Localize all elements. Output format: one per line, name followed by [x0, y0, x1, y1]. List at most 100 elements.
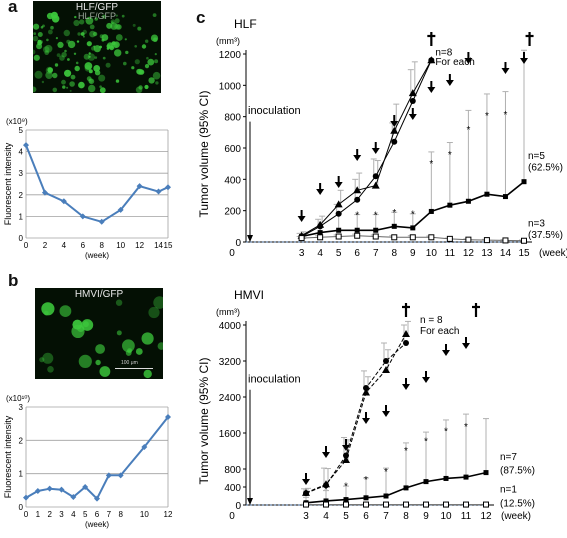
data-point	[105, 472, 112, 479]
gfp-cell-cluster	[85, 16, 94, 25]
y-tick-label: 1200	[219, 50, 242, 61]
x-tick-label: 8	[403, 511, 409, 522]
x-tick-label: 10	[140, 510, 149, 519]
x-tick-label: 8	[118, 510, 123, 519]
y-tick-label: 4000	[219, 321, 242, 332]
gfp-cell-cluster	[153, 296, 163, 309]
gfp-cell-cluster	[74, 65, 80, 72]
x-tick-label: 3	[299, 248, 305, 259]
gfp-cell-cluster	[40, 26, 44, 29]
gfp-cell-cluster	[114, 49, 122, 57]
gfp-cell-cluster	[102, 56, 106, 60]
y-axis-label: Tumor volume (95% CI)	[197, 358, 211, 485]
significance-star: *	[374, 211, 378, 222]
significance-star: *	[504, 110, 508, 121]
open-square-marker	[363, 501, 369, 508]
treatment-arrowhead	[422, 377, 430, 383]
gfp-cell-cluster	[136, 68, 143, 75]
gfp-cell-cluster	[86, 41, 92, 47]
significance-star: *	[424, 436, 428, 447]
gfp-cell-cluster	[74, 15, 77, 19]
gfp-cell-cluster	[115, 299, 123, 306]
gfp-cell-cluster	[116, 330, 122, 336]
square-marker	[484, 191, 490, 197]
circle-marker	[317, 223, 324, 230]
y-tick-label: 1000	[219, 81, 242, 92]
gfp-cell-cluster	[55, 37, 58, 40]
open-square-marker	[391, 234, 398, 241]
gfp-cell-cluster	[147, 58, 155, 66]
x-tick-label: 6	[363, 511, 369, 522]
circle-marker	[383, 358, 389, 364]
y-tick-label: 3	[19, 169, 24, 178]
significance-star: *	[355, 211, 359, 222]
significance-star: *	[448, 150, 452, 161]
x-tick-label: 0	[24, 241, 29, 250]
x-tick-label: 12	[135, 241, 144, 250]
gfp-cell-cluster	[150, 34, 159, 42]
x-tick-label: 13	[481, 248, 493, 259]
treatment-arrowhead	[302, 479, 310, 485]
significance-star: *	[324, 485, 328, 496]
open-square-marker	[483, 501, 489, 508]
gfp-cell-cluster	[141, 332, 154, 345]
gfp-cell-cluster	[99, 366, 111, 377]
open-square-marker	[428, 234, 435, 241]
square-marker	[428, 208, 434, 214]
triangle-marker	[353, 186, 362, 194]
y-multiplier-label: (x10¹⁰)	[6, 395, 30, 403]
significance-star: *	[344, 481, 348, 492]
gfp-cell-cluster	[93, 45, 101, 53]
x-tick-label: 8	[391, 248, 397, 259]
gfp-cell-cluster	[94, 70, 101, 76]
circle-marker	[409, 98, 416, 104]
gfp-cell-cluster	[48, 29, 53, 35]
hmvi-gfp-micrograph: HMVI/GFP 100 μm	[35, 288, 163, 379]
gfp-cell-cluster	[47, 366, 54, 373]
x-tick-label: 15	[164, 241, 173, 250]
gfp-cell-cluster	[62, 85, 66, 89]
square-marker	[391, 223, 397, 229]
gfp-cell-cluster	[33, 23, 40, 30]
gfp-cell-cluster	[98, 74, 106, 82]
gfp-cell-cluster	[115, 79, 120, 83]
square-marker	[363, 495, 369, 501]
gfp-cell-cluster	[146, 56, 149, 60]
gfp-cell-cluster	[83, 53, 90, 60]
gfp-cell-cluster	[44, 50, 49, 55]
gfp-cell-cluster	[34, 70, 43, 79]
gfp-cell-cluster	[125, 350, 132, 356]
gfp-cell-cluster	[33, 32, 37, 35]
circle-marker	[372, 173, 379, 180]
treatment-arrowhead	[408, 114, 417, 120]
annotation: (62.5%)	[528, 163, 563, 174]
gfp-cell-cluster	[148, 77, 155, 84]
gfp-cell-cluster	[33, 35, 39, 42]
gfp-cell-cluster	[88, 52, 91, 55]
gfp-cell-cluster	[110, 22, 118, 30]
gfp-cell-cluster	[95, 344, 105, 354]
x-tick-label: 8	[100, 241, 105, 250]
data-point	[155, 188, 162, 195]
gfp-cell-cluster	[95, 359, 101, 366]
series-line	[25, 144, 169, 223]
scale-bar-label: 100 μm	[121, 360, 138, 366]
y-axis-label: Tumor volume (95% CI)	[197, 91, 211, 218]
gfp-cell-cluster	[79, 19, 85, 25]
y-multiplier-label: (x10⁹)	[6, 118, 28, 126]
gfp-cell-cluster	[84, 62, 93, 70]
gfp-cell-cluster	[88, 78, 93, 83]
treatment-arrowhead	[462, 343, 470, 349]
circle-marker	[363, 385, 369, 391]
x-tick-label: 6	[354, 248, 360, 259]
gfp-cell-cluster	[66, 86, 69, 89]
annotation: n=1	[500, 484, 517, 495]
chart-c-hmvi-tumor-volume: HMVI (mm³) Tumor volume (95% CI) 0 400 800 160…	[197, 288, 535, 522]
inoculation-label: inoculation	[248, 105, 301, 117]
x-tick-label: 7	[383, 511, 389, 522]
gfp-cell-cluster	[109, 42, 113, 46]
triangle-marker	[390, 126, 399, 134]
treatment-arrowhead	[371, 148, 380, 154]
x-tick-label: 14	[500, 248, 512, 259]
data-point	[94, 495, 100, 502]
